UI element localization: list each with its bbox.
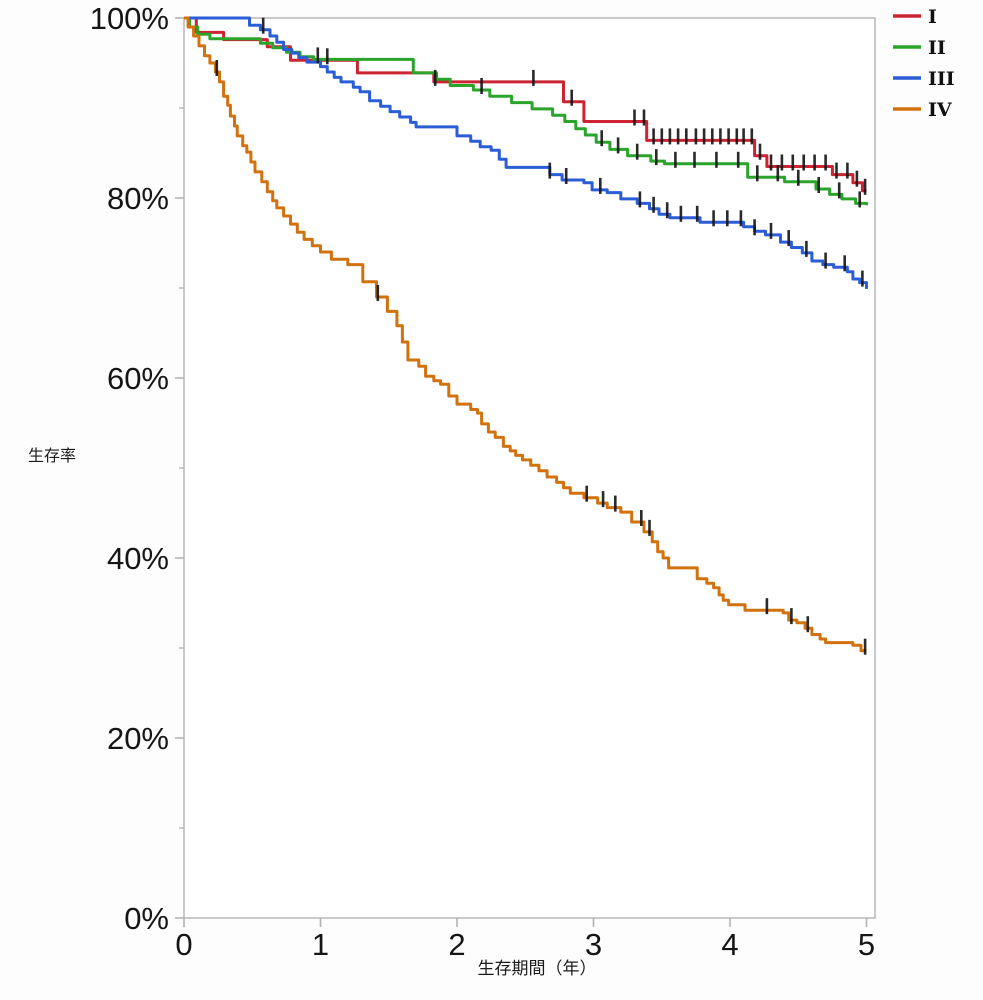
legend-label-I: I [928, 6, 937, 28]
legend-label-II: II [928, 37, 946, 59]
legend-item-IV: IV [893, 99, 953, 121]
legend-label-IV: IV [928, 99, 953, 121]
axes: 100% 80% 60% 40% 20% 0%0 1 2 3 4 5 [90, 1, 875, 962]
series-path-III [184, 16, 868, 289]
legend-item-II: II [893, 37, 946, 59]
x-tick-label: 3 [585, 927, 602, 962]
legend-label-III: III [928, 68, 955, 90]
censor-marks [215, 17, 867, 655]
x-tick-label: 5 [858, 927, 875, 962]
y-tick-label: 60% [107, 361, 169, 396]
x-axis-title: 生存期間（年） [478, 959, 597, 978]
y-tick-label: 100% [90, 1, 169, 36]
x-tick-label: 2 [448, 927, 465, 962]
y-tick-label: 0% [124, 901, 169, 936]
y-tick-label: 40% [107, 541, 169, 576]
series-path-IV [184, 16, 867, 653]
y-tick-label: 80% [107, 181, 169, 216]
y-tick-label: 20% [107, 721, 169, 756]
legend-item-III: III [893, 68, 955, 90]
x-tick-label: 4 [721, 927, 738, 962]
plot-area [183, 17, 876, 919]
x-tick-label: 1 [312, 927, 329, 962]
series-path-II [184, 16, 868, 206]
y-axis-title: 生存率 [28, 447, 76, 465]
x-tick-label: 0 [175, 927, 192, 962]
legend-item-I: I [893, 6, 937, 28]
survival-curves [184, 16, 868, 653]
